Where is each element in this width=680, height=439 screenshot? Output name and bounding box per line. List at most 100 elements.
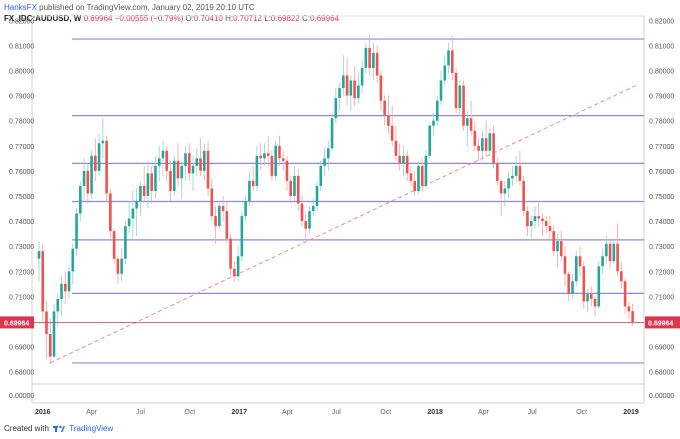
candle-down: [304, 211, 308, 239]
candle-body: [285, 160, 289, 181]
candle-body: [214, 216, 217, 227]
candle-up: [157, 145, 161, 181]
candle-body: [364, 47, 368, 68]
candle-body: [544, 221, 548, 227]
candle-down: [398, 143, 401, 171]
candle-down: [450, 35, 454, 81]
last-price-line: 0.69964 0.69964: [0, 316, 680, 329]
y-tick-label-left: 0.68000: [9, 370, 34, 377]
candle-down: [229, 233, 232, 277]
candle-body: [124, 226, 127, 259]
candle-down: [300, 195, 304, 227]
y-tick-label-right: 0.69000: [649, 345, 674, 352]
candle-up: [402, 145, 405, 176]
candle-up: [574, 251, 578, 287]
last-price-tag-left: [0, 316, 34, 329]
candle-down: [623, 278, 627, 314]
candle-up: [360, 60, 364, 94]
candle-down: [353, 65, 356, 106]
candle-body: [176, 160, 180, 179]
high-label: H:: [225, 14, 234, 23]
candle-body: [623, 281, 627, 307]
candle-body: [330, 118, 334, 149]
candle-down: [199, 138, 202, 176]
candle-body: [199, 158, 202, 171]
candle-body: [488, 133, 492, 151]
candle-body: [559, 241, 563, 257]
last-price-tag-right-label: 0.69964: [648, 320, 673, 327]
candle-down: [484, 120, 488, 156]
candle-down: [620, 261, 623, 289]
candle-body: [326, 148, 330, 159]
candle-body: [101, 140, 105, 144]
candle-body: [578, 256, 582, 267]
candle-down: [116, 256, 120, 284]
candle-up: [67, 266, 71, 299]
candle-up: [154, 155, 157, 199]
candle-down: [608, 238, 612, 269]
candle-up: [172, 155, 176, 196]
open-value: 0.70410: [193, 14, 223, 23]
candle-body: [244, 201, 247, 217]
candle-body: [263, 153, 266, 159]
candle-body: [289, 180, 293, 196]
candle-body: [409, 173, 413, 181]
candle-body: [582, 266, 586, 302]
candle-up: [263, 143, 266, 166]
candle-up: [481, 130, 484, 161]
candle-down: [563, 246, 567, 287]
last-price-value: 0.69964: [83, 14, 113, 23]
candle-body: [394, 140, 398, 156]
candle-up: [135, 188, 138, 237]
candle-down: [281, 150, 285, 171]
candle-body: [255, 155, 259, 186]
candle-up: [79, 180, 82, 222]
candle-up: [97, 133, 101, 176]
x-tick-label: Oct: [576, 409, 587, 416]
candle-down: [214, 206, 217, 244]
candle-body: [574, 256, 578, 282]
candle-up: [161, 140, 165, 176]
low-value: 0.69822: [270, 14, 300, 23]
tradingview-brand[interactable]: TradingView: [69, 424, 114, 433]
candle-down: [567, 271, 571, 302]
candle-body: [439, 80, 443, 101]
candle-body: [319, 165, 323, 186]
y-tick-label-left: 0.82000: [9, 18, 34, 25]
candle-up: [308, 206, 311, 234]
y-tick-label-left: 0.69000: [9, 345, 34, 352]
candle-body: [37, 251, 41, 259]
candle-up: [56, 293, 60, 327]
candle-body: [82, 170, 86, 186]
candle-up: [601, 248, 604, 274]
candle-down: [544, 216, 548, 234]
candle-down: [578, 246, 582, 277]
candle-up: [349, 75, 353, 111]
candle-up: [90, 150, 93, 199]
candle-up: [326, 140, 330, 171]
candle-body: [296, 175, 300, 204]
candle-body: [112, 231, 116, 259]
candle-up: [37, 241, 41, 282]
candle-body: [514, 165, 518, 176]
candle-body: [552, 231, 556, 252]
x-tick-label: Jul: [528, 409, 537, 416]
candle-up: [597, 261, 601, 309]
candle-body: [481, 138, 484, 151]
candle-down: [405, 150, 409, 181]
candle-up: [124, 221, 127, 264]
candle-down: [492, 125, 495, 169]
candle-up: [424, 150, 428, 189]
candle-up: [447, 42, 450, 73]
candle-up: [101, 118, 105, 159]
author-link[interactable]: HanksFX: [4, 3, 37, 12]
y-tick-label-right: 0.78000: [649, 119, 674, 126]
candle-up: [466, 110, 469, 146]
candle-body: [146, 173, 150, 196]
chart-header: HanksFX published on TradingView.com, Ja…: [4, 2, 339, 24]
candle-body: [236, 256, 240, 277]
candle-body: [240, 216, 244, 257]
candle-down: [165, 145, 169, 181]
candle-down: [390, 105, 394, 146]
